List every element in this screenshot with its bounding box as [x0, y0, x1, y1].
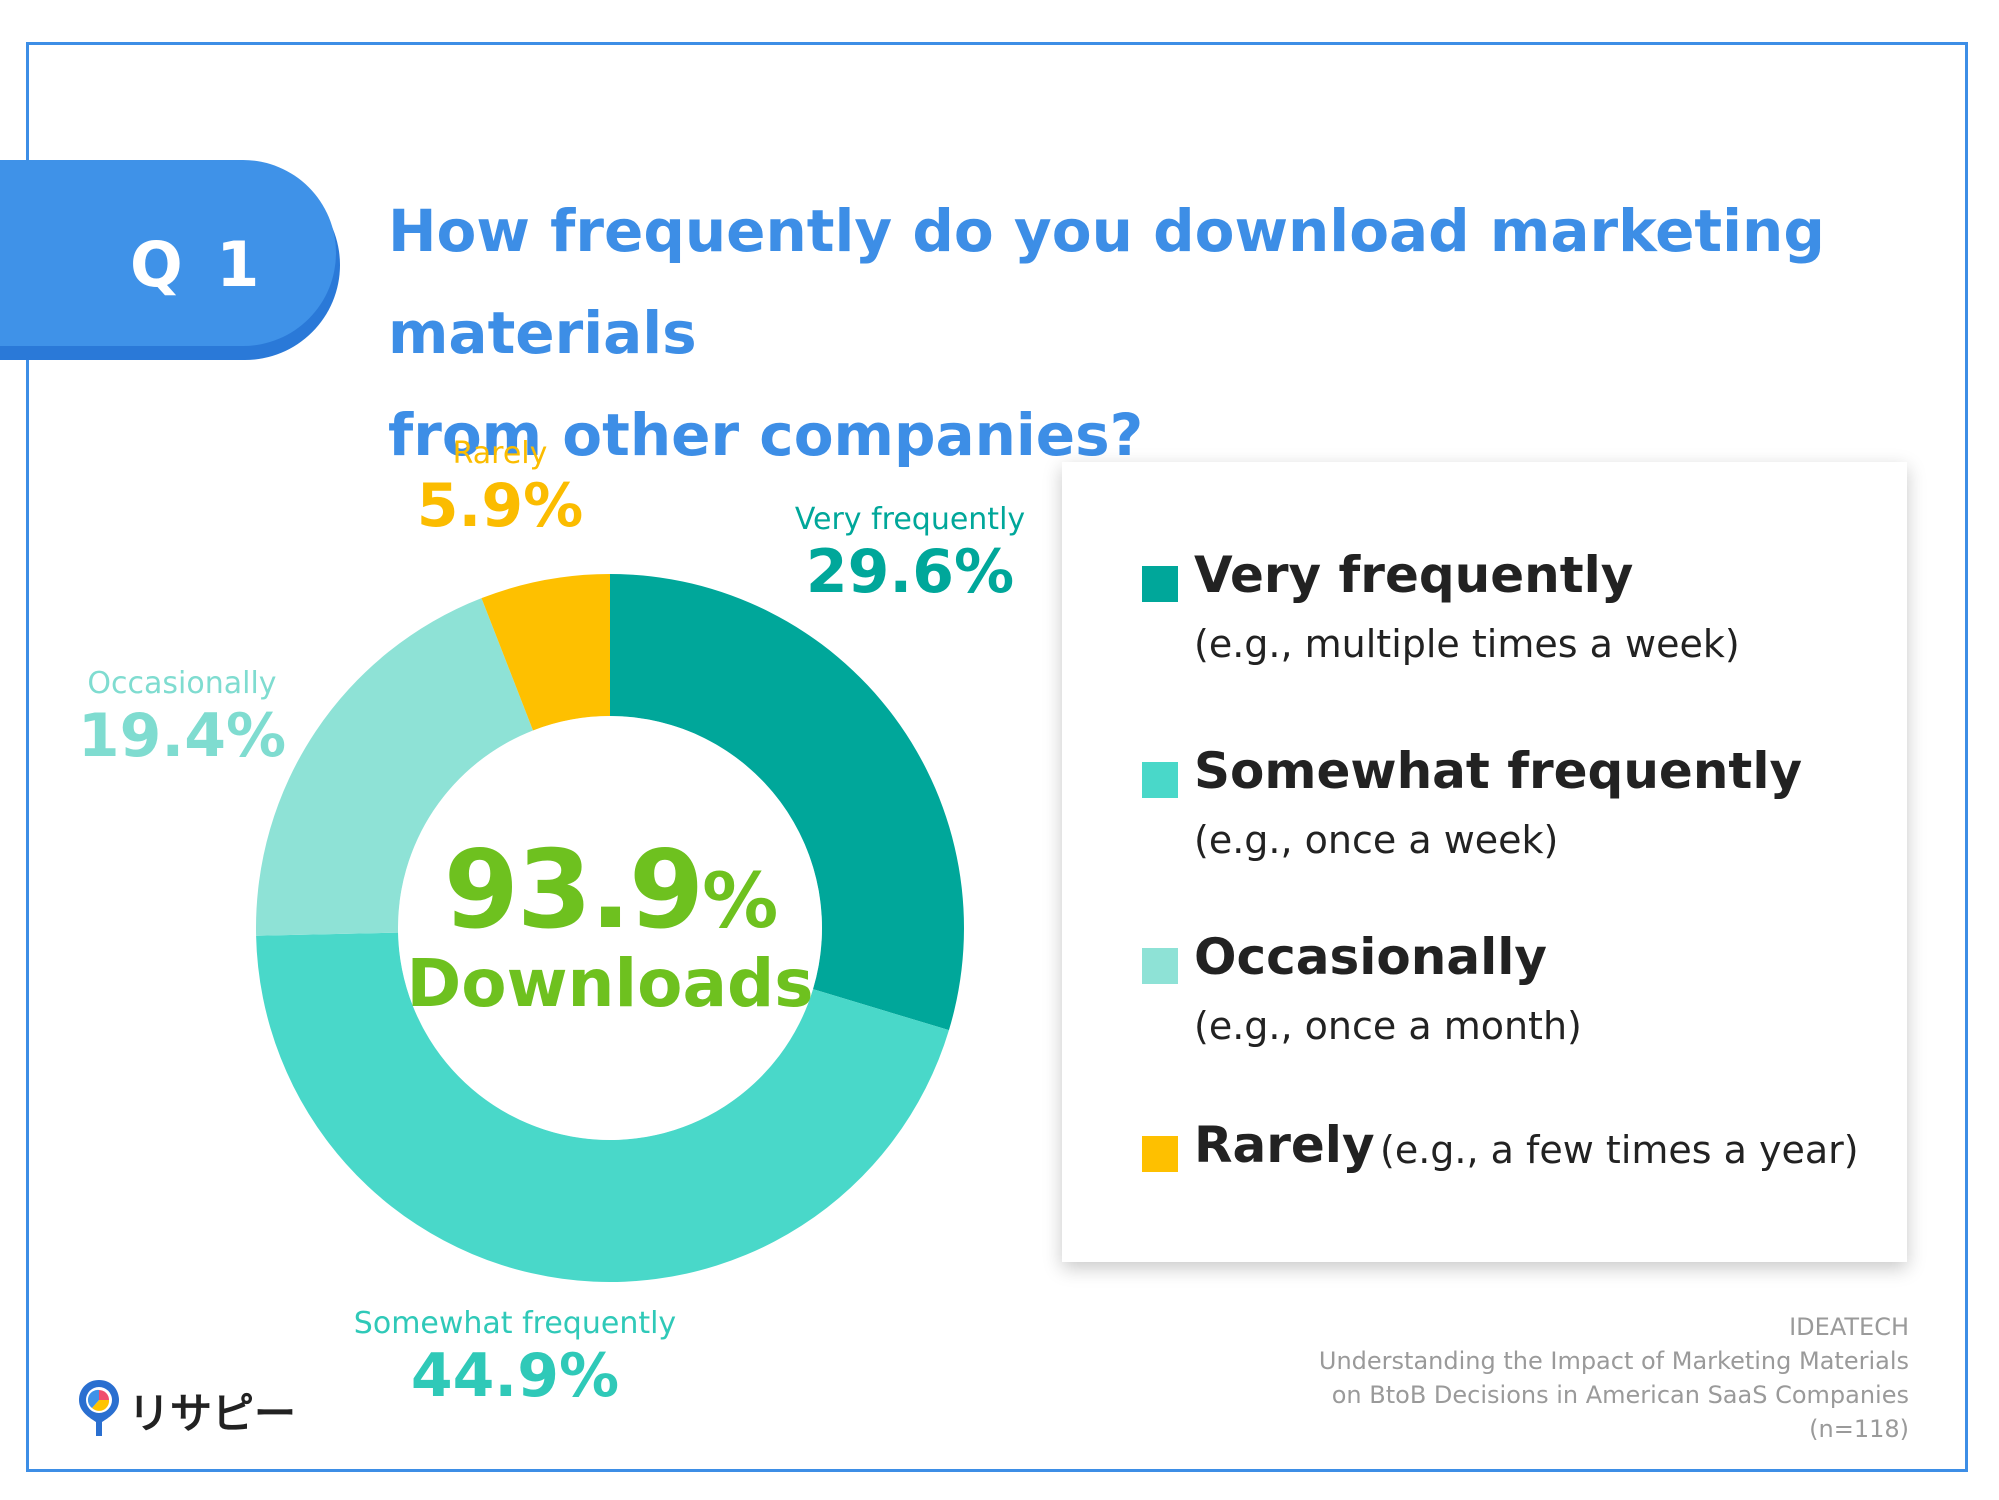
slice-label-name: Very frequently	[794, 502, 1026, 537]
question-title: How frequently do you download marketing…	[388, 180, 1928, 486]
brand-logo-text: リサピー	[128, 1389, 297, 1438]
slice-label-value: 44.9%	[410, 1341, 620, 1411]
legend-subtitle: (e.g., a few times a year)	[1380, 1128, 1859, 1172]
slice-label-occasionally: Occasionally 19.4%	[72, 666, 292, 771]
slice-label-somewhat-frequently: Somewhat frequently 44.9%	[350, 1306, 680, 1411]
center-total-value: 93.9	[443, 828, 704, 953]
legend-title: Rarely	[1194, 1116, 1375, 1174]
question-badge	[0, 160, 340, 360]
brand-logo: リサピー	[76, 1378, 296, 1438]
question-number: Q 1	[130, 228, 266, 301]
legend: Very frequently (e.g., multiple times a …	[1062, 462, 1907, 1262]
donut-slice-occasionally	[256, 598, 534, 936]
chart-frame	[26, 42, 1968, 1472]
slice-label-rarely: Rarely 5.9%	[400, 436, 600, 541]
legend-title: Very frequently	[1194, 546, 1634, 604]
slice-label-name: Somewhat frequently	[353, 1306, 677, 1341]
question-line-1: How frequently do you download marketing…	[388, 197, 1825, 367]
source-line-2: on BtoB Decisions in American SaaS Compa…	[1331, 1381, 1909, 1409]
legend-swatch	[1142, 948, 1178, 984]
donut-slice-rarely	[481, 574, 610, 731]
donut-slice-very-frequently	[610, 574, 964, 1031]
center-total: 93.9%	[420, 828, 800, 953]
legend-subtitle: (e.g., once a month)	[1194, 1004, 1582, 1048]
source-line-1: Understanding the Impact of Marketing Ma…	[1318, 1347, 1909, 1375]
slice-label-value: 29.6%	[805, 537, 1015, 607]
legend-title: Somewhat frequently	[1194, 742, 1803, 800]
question-line-2: from other companies?	[388, 401, 1144, 469]
center-total-label: Downloads	[406, 945, 814, 1022]
source-note: IDEATECH Understanding the Impact of Mar…	[1319, 1310, 1909, 1446]
source-org: IDEATECH	[1789, 1313, 1909, 1341]
donut-hole	[418, 736, 802, 1120]
donut-inner-ring	[398, 716, 822, 1140]
donut-slice-somewhat-frequently	[256, 932, 949, 1282]
legend-subtitle: (e.g., once a week)	[1194, 818, 1559, 862]
legend-swatch	[1142, 566, 1178, 602]
legend-swatch	[1142, 762, 1178, 798]
slice-label-very-frequently: Very frequently 29.6%	[770, 502, 1050, 607]
pin-icon	[79, 1380, 119, 1436]
legend-subtitle: (e.g., multiple times a week)	[1194, 622, 1740, 666]
slice-label-value: 5.9%	[416, 471, 584, 541]
slice-label-name: Rarely	[452, 436, 548, 471]
legend-title: Occasionally	[1194, 928, 1547, 986]
slice-label-name: Occasionally	[87, 666, 277, 701]
source-sample-size: (n=118)	[1809, 1415, 1909, 1443]
slice-label-value: 19.4%	[77, 701, 287, 771]
legend-swatch	[1142, 1136, 1178, 1172]
center-total-unit: %	[702, 856, 778, 945]
